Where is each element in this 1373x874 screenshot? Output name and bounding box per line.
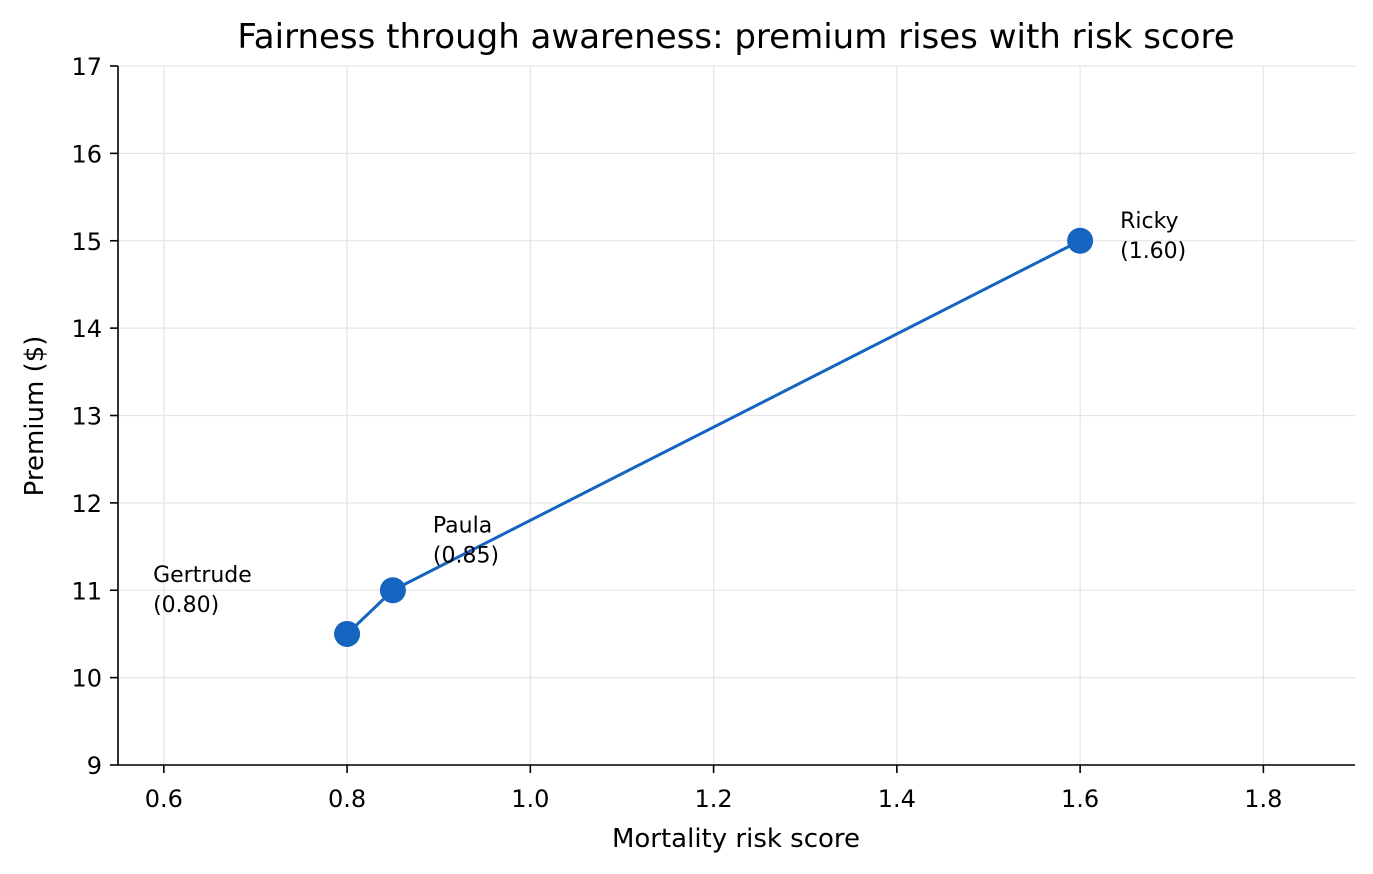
series-layer (334, 227, 1094, 647)
y-tick-label: 13 (71, 403, 102, 431)
x-axis-label: Mortality risk score (612, 824, 860, 854)
y-tick-label: 16 (71, 140, 102, 168)
grid-lines (118, 65, 1355, 766)
y-axis-label: Premium ($) (20, 336, 50, 497)
point-name-label: Paula (433, 513, 492, 538)
point-name-label: Gertrude (153, 563, 252, 588)
data-point (379, 577, 406, 604)
y-tick-label: 9 (87, 752, 102, 780)
y-tick-label: 11 (71, 577, 102, 605)
x-tick-label: 1.8 (1244, 785, 1282, 813)
x-tick-label: 1.4 (878, 785, 916, 813)
point-score-label: (0.85) (433, 543, 499, 568)
point-labels: Gertrude (0.80) Paula (0.85) Ricky (1.60) (153, 209, 1186, 618)
y-tick-label: 12 (71, 490, 102, 518)
x-tick-label: 1.2 (695, 785, 733, 813)
x-tick-label: 0.8 (328, 785, 366, 813)
x-tick-label: 1.0 (511, 785, 549, 813)
y-tick-label: 10 (71, 665, 102, 693)
x-tick-label: 0.6 (145, 785, 183, 813)
point-score-label: (0.80) (153, 593, 219, 618)
point-score-label: (1.60) (1120, 239, 1186, 264)
chart-title: Fairness through awareness: premium rise… (237, 17, 1234, 57)
point-name-label: Ricky (1120, 209, 1178, 234)
y-tick-label: 15 (71, 228, 102, 256)
ticks: 0.6 0.8 1.0 1.2 1.4 1.6 1.8 9 10 11 12 13 14 15 16 17 (71, 53, 1282, 813)
y-tick-label: 17 (71, 53, 102, 81)
data-point (334, 620, 361, 647)
x-tick-label: 1.6 (1061, 785, 1099, 813)
y-tick-label: 14 (71, 315, 102, 343)
data-point (1067, 227, 1094, 254)
